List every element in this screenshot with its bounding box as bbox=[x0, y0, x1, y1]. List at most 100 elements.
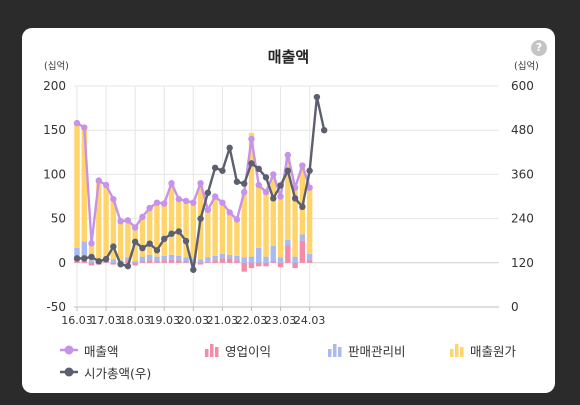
sales-point bbox=[219, 199, 226, 206]
bar-cogs bbox=[292, 187, 298, 257]
y-tick-label-left: 100 bbox=[43, 167, 66, 181]
market-cap-point bbox=[110, 243, 117, 250]
bar-cogs bbox=[306, 187, 313, 254]
bar-sga bbox=[125, 257, 131, 261]
market-cap-point bbox=[306, 167, 313, 174]
chart-plot-area: -50 0 50 100 150 200 0 120 240 360 480 600 16.0317.0… bbox=[43, 79, 534, 327]
x-tick-label: 18.03 bbox=[119, 314, 151, 327]
y-tick-label-left: 200 bbox=[43, 79, 66, 93]
bar-cogs bbox=[74, 124, 80, 248]
sales-point bbox=[81, 124, 88, 131]
bar-cogs bbox=[299, 165, 306, 235]
legend-item-operating-profit[interactable]: 영업이익 bbox=[205, 340, 271, 360]
bar-cogs bbox=[205, 209, 211, 258]
sales-point bbox=[299, 162, 306, 169]
market-cap-point bbox=[255, 165, 262, 173]
line-dot-icon bbox=[60, 345, 78, 355]
chart-title: 매출액 bbox=[267, 48, 310, 66]
y-tick-label-right: 480 bbox=[511, 123, 534, 137]
bar-sga bbox=[161, 255, 167, 261]
bar-operating-profit bbox=[306, 260, 313, 263]
market-cap-point bbox=[277, 182, 284, 189]
legend-item-market-cap[interactable]: 시가총액(우) bbox=[60, 362, 151, 382]
bar-operating-profit bbox=[234, 260, 240, 263]
bar-icon bbox=[450, 344, 464, 357]
market-cap-point bbox=[139, 244, 146, 252]
bar-operating-profit bbox=[132, 262, 138, 266]
sales-point bbox=[197, 180, 204, 187]
bar-cogs bbox=[117, 223, 124, 261]
bar-sga bbox=[147, 254, 153, 261]
market-cap-point bbox=[299, 203, 306, 211]
bar-sga bbox=[190, 258, 197, 262]
x-tick-label: 19.03 bbox=[148, 314, 180, 327]
y-tick-label-right: 120 bbox=[511, 256, 534, 270]
bar-sga bbox=[183, 257, 189, 262]
legend-label: 시가총액(우) bbox=[84, 365, 152, 381]
sales-point bbox=[211, 193, 219, 200]
bar-sga bbox=[176, 255, 182, 261]
bar-cogs bbox=[168, 181, 175, 255]
bar-sga bbox=[197, 259, 204, 263]
bar-cogs bbox=[139, 216, 146, 257]
sales-point bbox=[262, 188, 270, 196]
bar-operating-profit bbox=[219, 258, 226, 263]
bar-cogs bbox=[161, 203, 167, 256]
market-cap-point bbox=[262, 174, 270, 181]
bar-sga bbox=[110, 259, 117, 263]
bar-operating-profit bbox=[256, 262, 262, 267]
sales-point bbox=[226, 209, 233, 216]
sales-point bbox=[190, 199, 197, 206]
market-cap-point bbox=[270, 195, 277, 202]
market-cap-point bbox=[211, 164, 219, 171]
legend-item-sales[interactable]: 매출액 bbox=[60, 340, 119, 360]
sales-point bbox=[95, 177, 103, 184]
sales-point bbox=[124, 217, 132, 224]
bar-cogs bbox=[96, 180, 102, 261]
y-tick-label-left: 0 bbox=[58, 256, 66, 270]
bar-operating-profit bbox=[168, 259, 175, 263]
line-dot-icon bbox=[60, 367, 78, 377]
bar-operating-profit bbox=[125, 260, 131, 263]
x-tick-label: 23.03 bbox=[265, 314, 297, 327]
bar-operating-profit bbox=[161, 260, 167, 263]
bar-sga bbox=[299, 234, 306, 241]
bar-operating-profit bbox=[183, 261, 189, 263]
right-axis-unit: (십억) bbox=[514, 61, 539, 72]
bar-sga bbox=[285, 239, 291, 246]
market-cap-point bbox=[197, 215, 204, 222]
bar-icon bbox=[328, 344, 342, 357]
bar-sga bbox=[139, 256, 146, 262]
market-cap-point bbox=[248, 160, 255, 167]
sales-point bbox=[175, 195, 182, 203]
bar-sga bbox=[306, 253, 313, 261]
sales-point bbox=[153, 199, 161, 206]
bar-cogs bbox=[212, 196, 218, 256]
bar-operating-profit bbox=[88, 262, 95, 266]
legend-item-cogs[interactable]: 매출원가 bbox=[450, 340, 516, 360]
legend-item-sga[interactable]: 판매관리비 bbox=[328, 340, 406, 360]
sales-point bbox=[248, 135, 255, 143]
market-cap-point bbox=[153, 247, 161, 254]
bar-sga bbox=[292, 256, 298, 263]
bar-cogs bbox=[226, 211, 233, 255]
bar-sga bbox=[277, 257, 284, 263]
bar-operating-profit bbox=[147, 260, 153, 263]
bar-sga bbox=[219, 253, 226, 259]
market-cap-point bbox=[95, 258, 103, 265]
bar-sga bbox=[270, 246, 276, 262]
y-tick-label-left: 50 bbox=[51, 212, 66, 226]
sales-point bbox=[117, 218, 124, 225]
bar-sga bbox=[226, 254, 233, 259]
bar-sga bbox=[248, 256, 255, 263]
market-cap-point bbox=[168, 230, 175, 237]
sales-point bbox=[73, 119, 81, 127]
help-icon[interactable]: ? bbox=[531, 40, 547, 56]
y-tick-label-right: 360 bbox=[511, 167, 534, 181]
bar-operating-profit bbox=[154, 261, 160, 263]
bar-cogs bbox=[285, 154, 291, 240]
bar-cogs bbox=[241, 191, 247, 258]
bar-sga bbox=[241, 257, 247, 263]
bar-sga bbox=[234, 255, 240, 261]
x-tick-label: 21.03 bbox=[207, 314, 239, 327]
